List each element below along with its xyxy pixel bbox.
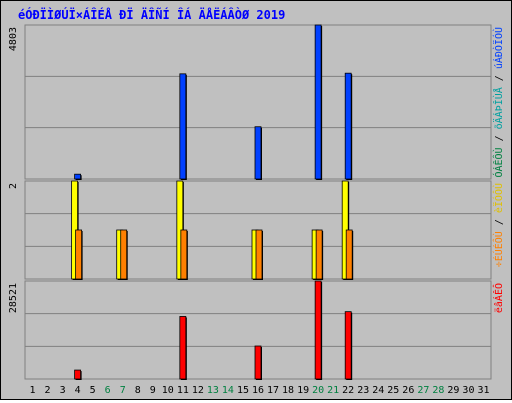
x-tick-label: 4 (75, 385, 81, 396)
x-tick-label: 24 (372, 385, 384, 396)
x-tick-label: 8 (135, 385, 141, 396)
bar-úÁÐÒÏÓÙ-day-16 (254, 126, 262, 180)
x-tick-label: 29 (447, 385, 459, 396)
side-legend: ÷ÉÚÉÔÙ / èÏÓÔÙ (492, 183, 505, 267)
x-tick-label: 7 (120, 385, 126, 396)
chart-title: éÓÐÏÌØÚÏ×ÁÎÉÅ ÐÏ ÄÎÑÍ ÎÁ ÄÅËÁÂÒØ 2019 (18, 7, 285, 22)
bar-úÁÐÒÏÓÙ-day-11 (179, 73, 187, 180)
y-max-label: 4803 (8, 27, 19, 51)
side-legend-entry: ÓÁÊÔÙ (492, 147, 505, 177)
side-legend: ëâÁÊÔ (492, 283, 505, 313)
x-tick-label: 21 (327, 385, 339, 396)
panel-1: 4803 ÓÁÊÔÙ / õÄÁÞÎÙÅ / úÁÐÒÏÓÙ (8, 24, 505, 180)
bar-úÁÐÒÏÓÙ-day-22 (344, 72, 352, 180)
bar-÷ÉÚÉÔÙ-day-4 (75, 229, 83, 280)
side-legend-entry: / (494, 69, 505, 87)
bar-ëâÁÊÔ-day-4 (74, 369, 82, 380)
x-tick-label: 15 (237, 385, 249, 396)
x-tick-label: 6 (105, 385, 111, 396)
x-axis-day-labels: 1 2 3 4 5 6 7 8 9 10 11 12 13 14 15 16 17 18 19 20 21 22 23 24 2… (30, 385, 490, 396)
bar-ëâÁÊÔ-day-22 (344, 311, 352, 380)
bar-÷ÉÚÉÔÙ-day-20 (315, 229, 323, 280)
x-tick-label: 18 (282, 385, 294, 396)
x-tick-label: 11 (177, 385, 189, 396)
x-tick-label: 19 (297, 385, 309, 396)
x-tick-label: 25 (387, 385, 399, 396)
side-legend-entry: èÏÓÔÙ (492, 183, 505, 213)
x-tick-label: 3 (60, 385, 66, 396)
bar-ëâÁÊÔ-day-11 (179, 316, 187, 380)
x-tick-label: 31 (477, 385, 489, 396)
bar-÷ÉÚÉÔÙ-day-22 (345, 229, 353, 280)
side-legend-entry: ëâÁÊÔ (492, 283, 505, 313)
bar-úÁÐÒÏÓÙ-day-20 (314, 24, 322, 180)
bar-÷ÉÚÉÔÙ-day-11 (180, 229, 188, 280)
x-tick-label: 14 (222, 385, 234, 396)
y-max-label: 28521 (8, 283, 19, 313)
bar-úÁÐÒÏÓÙ-day-4 (74, 173, 82, 180)
y-max-label: 2 (8, 183, 19, 189)
side-legend: ÓÁÊÔÙ / õÄÁÞÎÙÅ / úÁÐÒÏÓÙ (492, 27, 505, 178)
panel-2: 2 ÷ÉÚÉÔÙ / èÏÓÔÙ (8, 180, 505, 280)
x-tick-label: 28 (432, 385, 444, 396)
bar-÷ÉÚÉÔÙ-day-7 (120, 229, 128, 280)
bar-ëâÁÊÔ-day-16 (254, 345, 262, 380)
x-tick-label: 30 (462, 385, 474, 396)
x-tick-label: 5 (90, 385, 96, 396)
side-legend-entry: ÷ÉÚÉÔÙ (492, 231, 505, 267)
x-tick-label: 13 (207, 385, 219, 396)
x-tick-label: 17 (267, 385, 279, 396)
x-tick-label: 22 (342, 385, 354, 396)
x-tick-label: 16 (252, 385, 264, 396)
panel-3: 28521 ëâÁÊÔ (8, 280, 505, 380)
x-tick-label: 20 (312, 385, 324, 396)
x-tick-label: 2 (45, 385, 51, 396)
x-tick-label: 26 (402, 385, 414, 396)
side-legend-entry: úÁÐÒÏÓÙ (492, 27, 505, 69)
side-legend-entry: / (494, 129, 505, 147)
x-tick-label: 10 (162, 385, 174, 396)
bar-ëâÁÊÔ-day-20 (314, 280, 322, 380)
x-tick-label: 9 (150, 385, 156, 396)
side-legend-entry: / (494, 213, 505, 231)
side-legend-entry: õÄÁÞÎÙÅ (492, 87, 505, 129)
x-tick-label: 23 (357, 385, 369, 396)
bar-÷ÉÚÉÔÙ-day-16 (255, 229, 263, 280)
x-tick-label: 27 (417, 385, 429, 396)
x-tick-label: 1 (30, 385, 36, 396)
x-tick-label: 12 (192, 385, 204, 396)
